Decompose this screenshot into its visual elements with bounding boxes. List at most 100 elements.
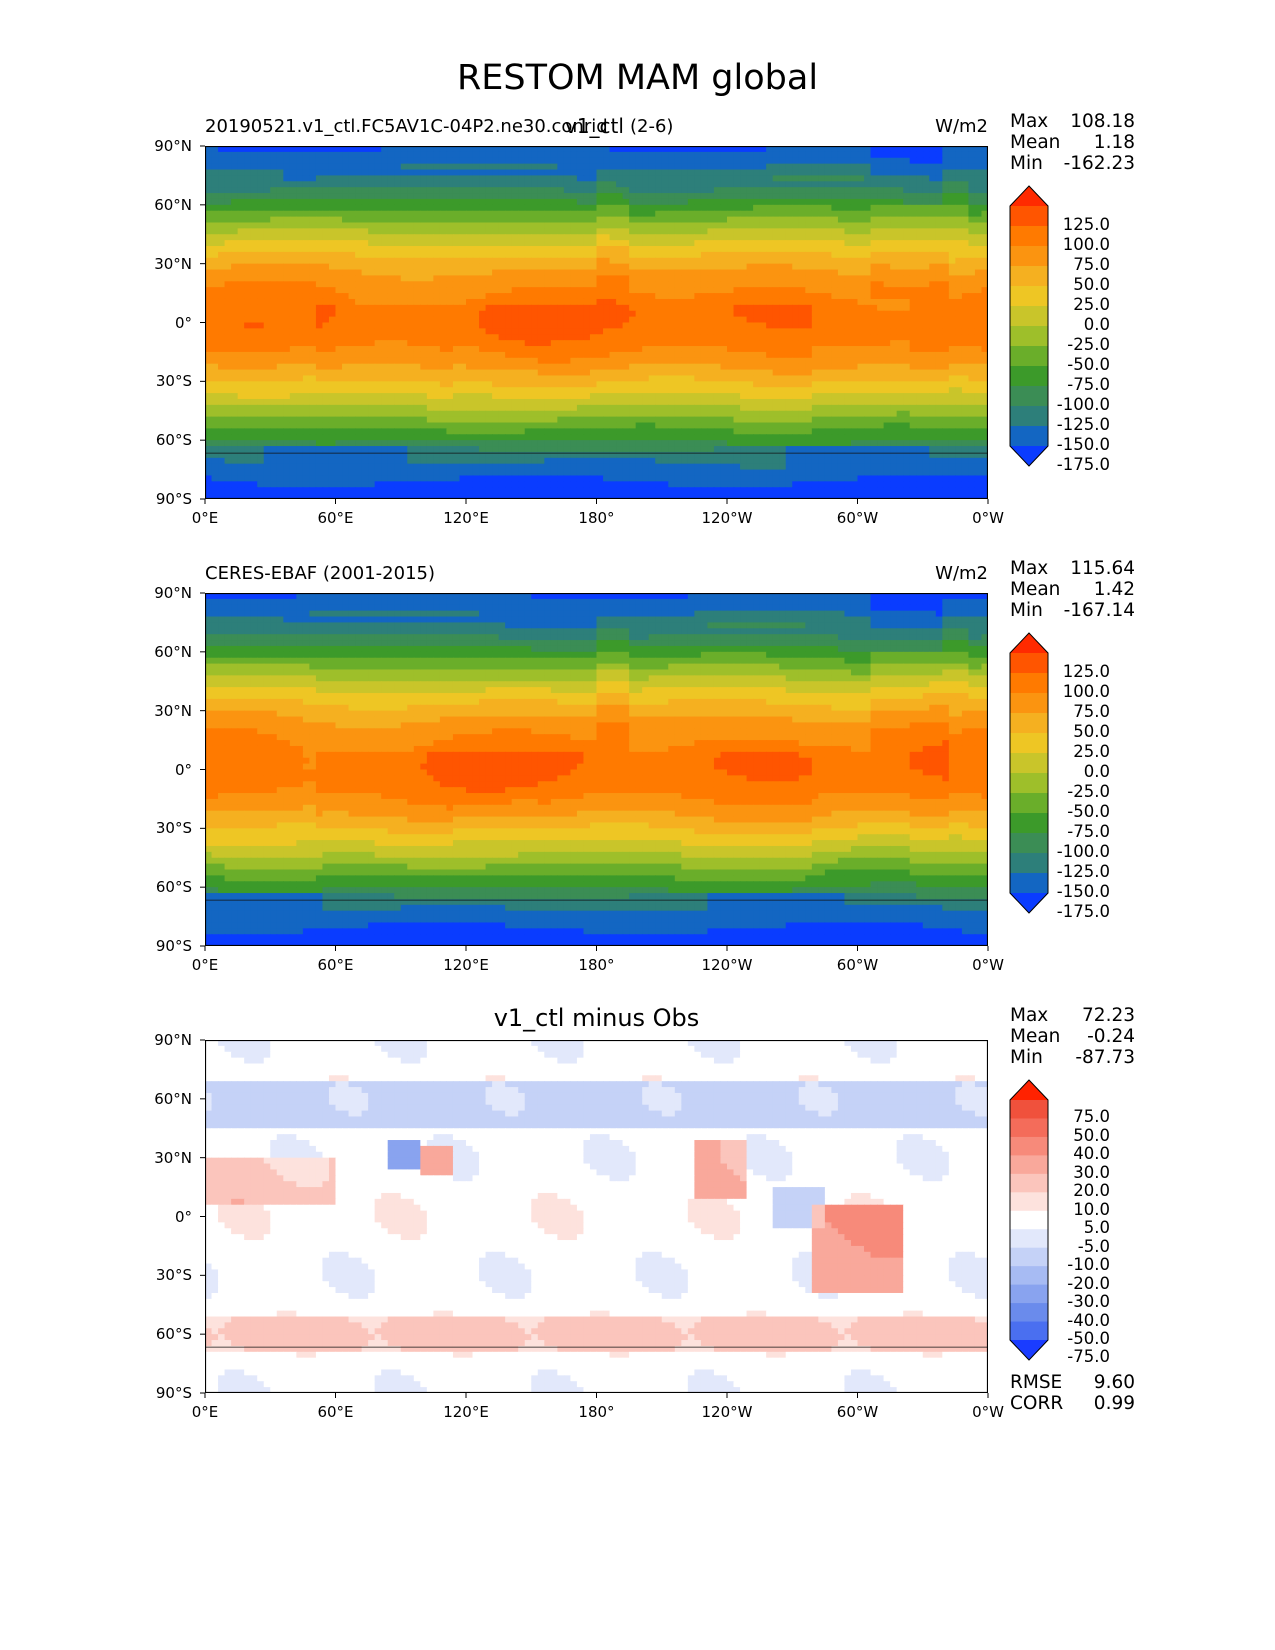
stat-label: Min [1010,1047,1043,1068]
heatmap-field [205,1040,988,1393]
stat-value: -0.24 [1087,1026,1135,1047]
y-tick-label: 90°N [130,1031,192,1049]
colorbar-tick-label: -50.0 [1048,1329,1110,1348]
colorbar-extend-min [1010,893,1048,913]
x-tick-label: 60°E [296,509,376,527]
colorbar-extend-max [1010,186,1048,206]
colorbar-swatch [1010,853,1048,874]
y-tick-label: 60°N [130,1090,192,1108]
colorbar-tick-label: 50.0 [1048,1126,1110,1145]
panel-source-title: 20190521.v1_ctl.FC5AV1C-04P2.ne30.conrid [205,116,608,137]
colorbar-swatch [1010,226,1048,247]
stat-label: Mean [1010,1026,1060,1047]
colorbar-swatch [1010,346,1048,367]
stat-mean: Mean 1.18 [1010,132,1135,154]
stat-label: RMSE [1010,1372,1062,1393]
colorbar-swatch [1010,1303,1048,1323]
colorbar-swatch [1010,326,1048,347]
stat-max: Max 115.64 [1010,558,1135,580]
colorbar-tick-label: 100.0 [1048,235,1110,254]
y-tick-label: 60°N [130,643,192,661]
x-tick-label: 60°W [818,509,898,527]
stat-mean: Mean -0.24 [1010,1026,1135,1048]
colorbar-tick-label: 25.0 [1048,295,1110,314]
colorbar-tick-label: 125.0 [1048,215,1110,234]
stat-label: Max [1010,111,1048,132]
x-tick-label: 60°W [818,1403,898,1421]
colorbar-tick-label: -175.0 [1048,902,1110,921]
panel-title: v1_ctl minus Obs [205,1004,988,1032]
colorbar-tick-label: -75.0 [1048,1347,1110,1366]
colorbar-swatch [1010,673,1048,694]
stat-corr: CORR 0.99 [1010,1393,1135,1415]
colorbar-swatch [1010,1210,1048,1230]
stat-value: 0.99 [1094,1393,1135,1414]
x-tick-label: 180° [557,509,637,527]
x-tick-label: 0°E [165,956,245,974]
x-tick-label: 120°W [687,1403,767,1421]
colorbar-tick-label: -5.0 [1048,1237,1110,1256]
y-tick-label: 30°S [130,819,192,837]
colorbar-tick-label: -150.0 [1048,882,1110,901]
colorbar-tick-label: 100.0 [1048,682,1110,701]
stat-label: Max [1010,1005,1048,1026]
colorbar-tick-label: 40.0 [1048,1144,1110,1163]
stat-label: Max [1010,558,1048,579]
colorbar-swatch [1010,1192,1048,1212]
colorbar-tick-label: -25.0 [1048,782,1110,801]
colorbar-swatch [1010,793,1048,814]
colorbar-outline [1009,1079,1049,1361]
colorbar-tick-label: 10.0 [1048,1200,1110,1219]
y-tick-label: 90°S [130,490,192,508]
colorbar-swatch [1010,1284,1048,1304]
colorbar-tick-label: -150.0 [1048,435,1110,454]
stat-value: 108.18 [1070,111,1135,132]
x-tick-label: 0°W [948,956,1028,974]
panel-case-title: v1_ctl [565,114,624,138]
colorbar-tick-label: -30.0 [1048,1292,1110,1311]
colorbar-swatch [1010,366,1048,387]
x-tick-label: 0°W [948,509,1028,527]
y-tick-label: 30°N [130,1149,192,1167]
y-tick-label: 0° [130,314,192,332]
colorbar-extend-min [1010,1340,1048,1360]
y-tick-label: 60°N [130,196,192,214]
stat-min: Min -87.73 [1010,1047,1135,1069]
colorbar-tick-label: -125.0 [1048,862,1110,881]
stat-label: Mean [1010,132,1060,153]
stat-max: Max 72.23 [1010,1005,1135,1027]
colorbar-swatch [1010,1136,1048,1156]
colorbar-swatch [1010,1155,1048,1175]
x-tick-label: 120°E [426,1403,506,1421]
colorbar-swatch [1010,693,1048,714]
heatmap-field [205,146,988,499]
x-tick-label: 0°W [948,1403,1028,1421]
stat-value: 72.23 [1082,1005,1135,1026]
stat-value: 1.42 [1094,579,1135,600]
colorbar-swatch [1010,206,1048,227]
colorbar-swatch [1010,266,1048,287]
y-tick-label: 30°N [130,702,192,720]
stat-label: Min [1010,600,1043,621]
colorbar-tick-label: 50.0 [1048,722,1110,741]
stat-value: -162.23 [1064,153,1135,174]
y-tick-label: 60°S [130,431,192,449]
stat-value: -167.14 [1064,600,1135,621]
colorbar-tick-label: 5.0 [1048,1218,1110,1237]
colorbar-swatch [1010,753,1048,774]
colorbar-swatch [1010,873,1048,894]
map-panel-1 [205,146,988,499]
y-tick-label: 30°N [130,255,192,273]
colorbar-swatch [1010,1247,1048,1267]
x-tick-label: 120°E [426,509,506,527]
panel-source-title: CERES-EBAF (2001-2015) [205,563,435,584]
stat-min: Min -167.14 [1010,600,1135,622]
x-tick-label: 120°E [426,956,506,974]
x-tick-label: 0°E [165,509,245,527]
x-tick-label: 180° [557,956,637,974]
y-tick-label: 90°N [130,584,192,602]
colorbar-tick-label: -125.0 [1048,415,1110,434]
colorbar-tick-label: -75.0 [1048,375,1110,394]
colorbar-tick-label: 0.0 [1048,762,1110,781]
